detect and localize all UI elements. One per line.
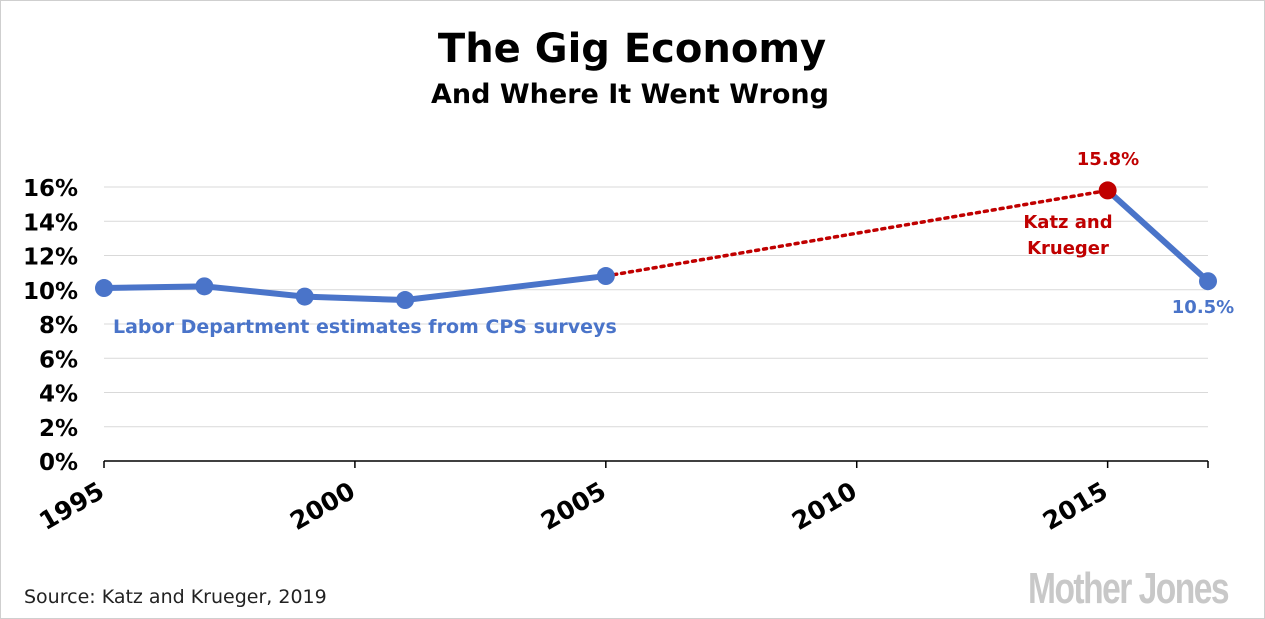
y-tick-label: 2%: [39, 416, 78, 442]
katz-krueger-label-line1: Katz and: [1023, 212, 1112, 233]
data-point: [596, 267, 615, 286]
x-tick-label: 2010: [787, 476, 862, 536]
data-point-katz-krueger: [1098, 181, 1117, 200]
chart-subtitle: And Where It Went Wrong: [431, 79, 829, 110]
grid: [104, 186, 1208, 428]
y-tick-label: 0%: [39, 450, 78, 476]
y-tick-label: 6%: [39, 347, 78, 373]
x-axis: 1995 2000 2005 2010 2015: [34, 460, 1209, 536]
y-tick-label: 10%: [23, 279, 78, 305]
peak-value-label: 15.8%: [1077, 149, 1139, 170]
source-note: Source: Katz and Krueger, 2019: [24, 586, 327, 608]
series-line-decline: [1104, 187, 1211, 285]
x-tick-label: 2005: [536, 476, 611, 536]
y-tick-label: 12%: [23, 245, 78, 271]
y-tick-label: 14%: [23, 210, 78, 236]
x-tick-label: 1995: [34, 476, 109, 536]
chart-title: The Gig Economy: [438, 26, 826, 72]
data-point: [95, 279, 113, 298]
data-point: [396, 291, 415, 310]
x-tick-label: 2015: [1038, 476, 1113, 536]
data-point: [195, 277, 214, 296]
end-value-label: 10.5%: [1172, 297, 1234, 318]
katz-krueger-label-line2: Krueger: [1027, 238, 1109, 259]
y-axis-ticks: 0% 2% 4% 6% 8% 10% 12% 14% 16%: [23, 176, 78, 476]
mother-jones-logo: Mother Jones: [1028, 564, 1228, 613]
y-tick-label: 16%: [23, 176, 78, 202]
data-point: [295, 287, 314, 306]
series: [95, 181, 1217, 310]
y-tick-label: 8%: [39, 313, 78, 339]
series-line-katz-krueger: [604, 188, 1110, 278]
y-tick-label: 4%: [39, 382, 78, 408]
data-point: [1199, 272, 1217, 291]
cps-series-label: Labor Department estimates from CPS surv…: [113, 316, 617, 338]
x-tick-label: 2000: [285, 476, 360, 536]
series-line-cps: [101, 273, 609, 304]
